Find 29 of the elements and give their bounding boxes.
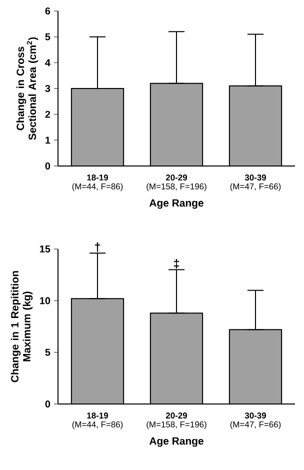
y-tick-label: 3 <box>45 84 50 92</box>
x-axis-title: Age Range <box>149 199 204 209</box>
text: (M=158, F=196) <box>146 183 206 192</box>
text: (M=158, F=196) <box>146 421 206 430</box>
y-tick-label: 0 <box>45 400 50 408</box>
y-tick-label: 2 <box>45 110 50 118</box>
y-tick-label: 0 <box>45 162 50 170</box>
x-tick-label: 30-39 <box>244 412 266 419</box>
y-tick-label: 5 <box>45 348 50 356</box>
text: (M=44, F=86) <box>72 183 123 192</box>
x-tick-label: 20-29 <box>166 412 188 419</box>
y-axis-title: Change in Cross Sectional Area (cm$^{2}$) <box>16 37 38 140</box>
text: (M=47, F=66) <box>230 183 281 192</box>
y-tick-label: 15 <box>40 246 50 252</box>
x-axis-title: Age Range <box>149 437 204 447</box>
x-tick-label: 18-19 <box>87 412 108 419</box>
text: (M=44, F=86) <box>72 421 123 430</box>
y-tick-label: 4 <box>45 59 50 66</box>
x-tick-label: 20-29 <box>166 174 188 181</box>
y-tick-label: 10 <box>40 297 50 304</box>
text: (M=47, F=66) <box>230 421 281 430</box>
y-axis-title: Change in 1 Repitition Maximum (kg) <box>10 271 33 382</box>
annotation: † <box>94 242 100 252</box>
x-tick-label: 30-39 <box>244 174 266 181</box>
annotation: ‡ <box>174 258 180 268</box>
y-tick-label: 6 <box>45 7 50 15</box>
y-tick-label: 1 <box>46 136 50 144</box>
x-tick-label: 18-19 <box>87 174 108 181</box>
y-tick-label: 5 <box>45 33 50 40</box>
